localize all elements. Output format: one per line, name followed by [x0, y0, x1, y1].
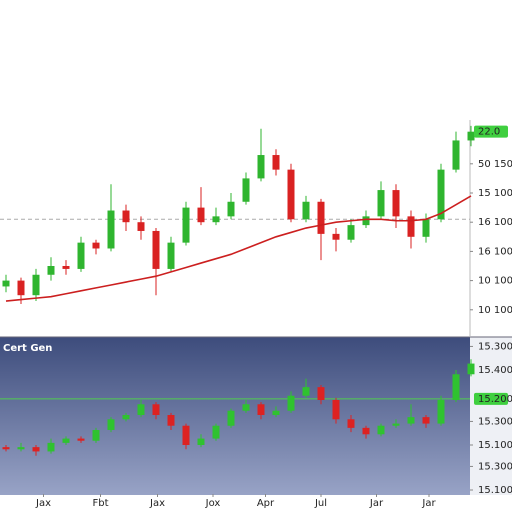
x-tick-label: Jar: [369, 498, 384, 509]
y-tick-label: 50 150: [478, 159, 512, 170]
candle-body: [47, 266, 55, 275]
candle-body: [47, 442, 55, 452]
candle-body: [167, 242, 175, 269]
y-tick-label: 16 100: [478, 217, 512, 228]
y-tick-label: 15.300: [478, 461, 512, 472]
x-tick-label: Jax: [149, 498, 165, 509]
last-price-label: 22.0: [478, 127, 500, 138]
candle-body: [242, 178, 250, 202]
candle-body: [92, 242, 100, 249]
candle-body: [347, 225, 355, 240]
candle-body: [137, 222, 145, 231]
candle-body: [197, 207, 205, 223]
x-tick-label: Jar: [421, 498, 436, 509]
candle-body: [422, 417, 430, 424]
candle-body: [152, 404, 160, 415]
candle-body: [107, 210, 115, 249]
axis-panel: [470, 337, 512, 495]
candle-body: [392, 190, 400, 217]
candle-body: [407, 417, 415, 424]
candle-body: [437, 400, 445, 424]
x-tick-label: Jul: [314, 498, 327, 509]
candle-body: [467, 363, 475, 375]
candle-body: [332, 233, 340, 240]
candle-body: [17, 280, 25, 296]
candle-body: [32, 447, 40, 452]
candle-body: [62, 438, 70, 443]
candle-body: [452, 374, 460, 400]
candle-body: [332, 400, 340, 420]
candle-body: [167, 415, 175, 426]
candle-body: [242, 404, 250, 411]
y-tick-label: 10 100: [478, 276, 512, 287]
candle-body: [197, 438, 205, 445]
candle-body: [62, 266, 70, 269]
y-tick-label: 16 100: [478, 246, 512, 257]
candle-body: [92, 430, 100, 441]
candle-body: [227, 201, 235, 217]
candle-body: [257, 404, 265, 415]
x-tick-label: Fbt: [92, 498, 108, 509]
candle-body: [437, 169, 445, 220]
candle-body: [227, 410, 235, 426]
candle-body: [377, 425, 385, 435]
candle-body: [407, 216, 415, 237]
candle-body: [422, 219, 430, 237]
candle-body: [212, 425, 220, 439]
candle-body: [137, 404, 145, 415]
y-tick-label: 15.300: [478, 341, 512, 352]
x-tick-label: Jox: [205, 498, 221, 509]
candle-body: [17, 447, 25, 450]
candle-body: [317, 201, 325, 234]
last-price-label: 15.200: [478, 394, 512, 405]
candle-body: [467, 131, 475, 141]
moving-average: [5, 195, 472, 302]
x-tick-label: Jax: [35, 498, 51, 509]
candle-body: [152, 230, 160, 269]
y-tick-label: 10 100: [478, 305, 512, 316]
candle-body: [317, 387, 325, 400]
candle-body: [257, 155, 265, 179]
candle-body: [32, 274, 40, 296]
candle-body: [302, 201, 310, 220]
candle-body: [377, 190, 385, 217]
candle-body: [272, 410, 280, 415]
candle-body: [272, 155, 280, 170]
lower-panel: [0, 337, 470, 495]
candle-body: [122, 415, 130, 420]
candle-body: [347, 419, 355, 428]
candle-body: [212, 216, 220, 223]
candle-body: [362, 427, 370, 435]
candle-body: [2, 280, 10, 287]
y-tick-label: 15.400: [478, 365, 512, 376]
candle-body: [77, 242, 85, 269]
candle-body: [452, 140, 460, 170]
candle-body: [287, 395, 295, 411]
x-tick-label: Apr: [257, 498, 275, 509]
candle-body: [302, 387, 310, 396]
y-tick-label: 15 100: [478, 188, 512, 199]
candle-body: [77, 438, 85, 441]
y-tick-label: 15.300: [478, 416, 512, 427]
candle-body: [362, 216, 370, 226]
candle-body: [182, 207, 190, 243]
candle-body: [287, 169, 295, 220]
candle-body: [182, 425, 190, 445]
y-tick-label: 15.100: [478, 440, 512, 451]
candle-body: [107, 419, 115, 430]
candle-body: [2, 447, 10, 450]
y-tick-label: 15.100: [478, 485, 512, 496]
candle-body: [122, 210, 130, 223]
candle-body: [392, 423, 400, 426]
panel-title: Cert Gen: [3, 343, 52, 354]
last-price-box: [474, 125, 508, 138]
last-price-box: [474, 392, 508, 405]
